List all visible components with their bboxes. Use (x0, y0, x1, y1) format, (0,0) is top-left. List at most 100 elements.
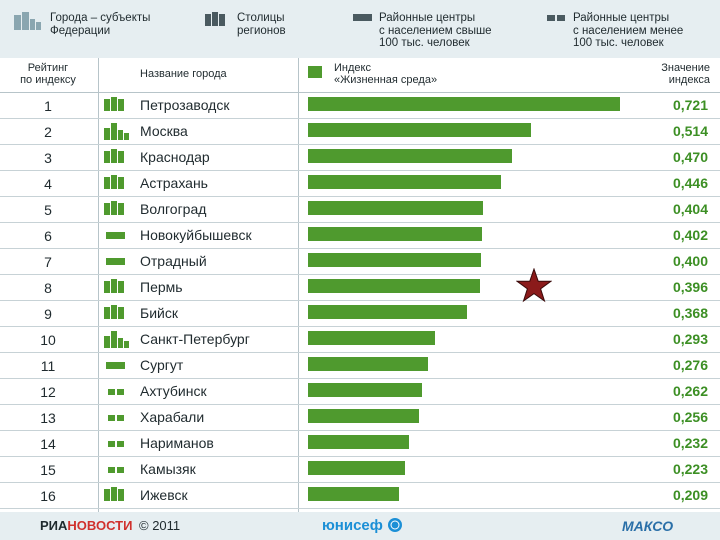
regional-capital-icon (104, 279, 128, 298)
index-bar (308, 123, 531, 137)
index-bar (308, 175, 501, 189)
city-name: Волгоград (140, 201, 207, 217)
city-name: Петрозаводск (140, 97, 230, 113)
rank-label: 10 (40, 332, 56, 348)
rank-label: 5 (44, 202, 52, 218)
regional-capital-icon (104, 201, 128, 220)
table-header: Рейтинг по индексу Название города Индек… (0, 58, 720, 93)
city-name: Сургут (140, 357, 184, 373)
index-value: 0,446 (672, 175, 708, 191)
rank-label: 14 (40, 436, 56, 452)
table-row: 5 Волгоград 0,404 (0, 196, 720, 223)
city-name: Санкт-Петербург (140, 331, 250, 347)
rank-label: 4 (44, 176, 52, 192)
city-name: Новокуйбышевск (140, 227, 252, 243)
unicef-logo: юнисеф (322, 517, 403, 534)
federal-city-icon (104, 331, 132, 353)
index-value: 0,402 (672, 227, 708, 243)
index-bar (308, 201, 483, 215)
index-value: 0,400 (672, 253, 708, 269)
city-name: Бийск (140, 305, 178, 321)
column-divider-2 (298, 58, 299, 512)
rank-label: 16 (40, 488, 56, 504)
index-bar (308, 461, 405, 475)
copyright-text: © 2011 (139, 518, 181, 533)
index-bar (308, 357, 428, 371)
novosti-logo-text: НОВОСТИ (67, 518, 133, 533)
index-value: 0,470 (672, 149, 708, 165)
header-rank: Рейтинг по индексу (20, 62, 76, 86)
rank-label: 11 (40, 358, 56, 374)
table-row: 6 Новокуйбышевск 0,402 (0, 222, 720, 249)
unicef-globe-icon (388, 518, 403, 532)
city-name: Пермь (140, 279, 183, 295)
index-bar (308, 435, 409, 449)
table-row: 14 Нариманов 0,232 (0, 430, 720, 457)
index-value: 0,396 (672, 279, 708, 295)
column-divider-1 (98, 58, 99, 512)
rank-label: 3 (44, 150, 52, 166)
index-bar (308, 149, 512, 163)
table-row: 13 Харабали 0,256 (0, 404, 720, 431)
rank-label: 1 (44, 98, 52, 114)
unicef-logo-text: юнисеф (322, 517, 383, 534)
index-bar (308, 409, 419, 423)
regional-capital-icon (104, 97, 128, 116)
index-value: 0,368 (672, 305, 708, 321)
regional-capital-icon (104, 149, 128, 168)
legend: Города – субъекты Федерации Столицы реги… (0, 0, 720, 58)
city-name: Отрадный (140, 253, 207, 269)
regional-capital-icon (205, 12, 225, 26)
index-value: 0,262 (672, 383, 708, 399)
table-row: 4 Астрахань 0,446 (0, 170, 720, 197)
legend-label-district-small: Районные центры с населением менее 100 т… (573, 12, 684, 49)
index-bar (308, 227, 482, 241)
table-row: 8 Пермь 0,396 (0, 274, 720, 301)
city-name: Астрахань (140, 175, 208, 191)
rank-label: 7 (44, 254, 52, 270)
district-center-large-icon (353, 14, 372, 21)
index-legend-swatch (308, 66, 322, 78)
index-value: 0,721 (672, 97, 708, 113)
city-name: Камызяк (140, 461, 196, 477)
index-value: 0,223 (672, 461, 708, 477)
index-value: 0,404 (672, 201, 708, 217)
index-bar (308, 253, 481, 267)
rank-label: 12 (40, 384, 56, 400)
index-bar (308, 383, 422, 397)
district-center-large-icon (104, 227, 128, 245)
table-row: 7 Отрадный 0,400 (0, 248, 720, 275)
regional-capital-icon (104, 305, 128, 324)
star-icon (516, 268, 552, 303)
index-value: 0,232 (672, 435, 708, 451)
rank-label: 9 (44, 306, 52, 322)
city-name: Москва (140, 123, 188, 139)
table-row: 9 Бийск 0,368 (0, 300, 720, 327)
footer: РИАНОВОСТИ © 2011 юнисеф МАКСО (0, 512, 720, 540)
table-row: 15 Камызяк 0,223 (0, 456, 720, 483)
regional-capital-icon (104, 487, 128, 506)
table-row: 10 Санкт-Петербург 0,293 (0, 326, 720, 353)
legend-label-capital: Столицы регионов (237, 12, 286, 37)
city-name: Ахтубинск (140, 383, 207, 399)
city-name: Ижевск (140, 487, 188, 503)
header-value: Значение индекса (661, 62, 710, 86)
ria-logo: РИАНОВОСТИ (40, 518, 132, 533)
makso-logo: МАКСО (622, 518, 674, 534)
index-bar (308, 305, 467, 319)
index-bar (308, 279, 480, 293)
district-center-large-icon (104, 357, 128, 375)
index-bar (308, 97, 620, 111)
index-bar (308, 331, 435, 345)
district-center-small-icon (104, 435, 128, 453)
index-value: 0,256 (672, 409, 708, 425)
federal-city-icon (104, 123, 132, 145)
rank-label: 6 (44, 228, 52, 244)
rank-label: 8 (44, 280, 52, 296)
rank-label: 13 (40, 410, 56, 426)
index-value: 0,209 (672, 487, 708, 503)
table-row: 11 Сургут 0,276 (0, 352, 720, 379)
table-row: 2 Москва 0,514 (0, 118, 720, 145)
federal-city-icon (14, 12, 41, 30)
district-center-large-icon (104, 253, 128, 271)
